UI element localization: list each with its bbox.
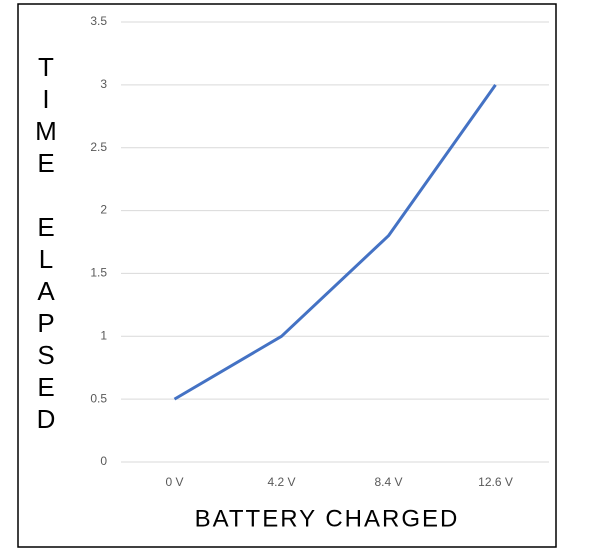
chart-frame — [17, 3, 557, 548]
y-tick-label: 2.5 — [90, 140, 107, 154]
x-tick-label: 12.6 V — [478, 475, 513, 489]
y-tick-label: 0.5 — [90, 391, 107, 405]
x-axis-title: BATTERY CHARGED — [195, 505, 460, 532]
y-tick-label: 3 — [100, 77, 107, 91]
y-tick-label: 3.5 — [90, 14, 107, 28]
x-tick-label: 4.2 V — [267, 475, 295, 489]
y-tick-label: 1.5 — [90, 266, 107, 280]
y-tick-label: 2 — [100, 203, 107, 217]
x-tick-label: 0 V — [165, 475, 183, 489]
line — [173, 83, 497, 401]
x-tick-label: 8.4 V — [374, 475, 402, 489]
y-axis-title: TIME ELAPSED — [31, 52, 61, 436]
y-tick-label: 0 — [100, 454, 107, 468]
y-tick-label: 1 — [100, 328, 107, 342]
